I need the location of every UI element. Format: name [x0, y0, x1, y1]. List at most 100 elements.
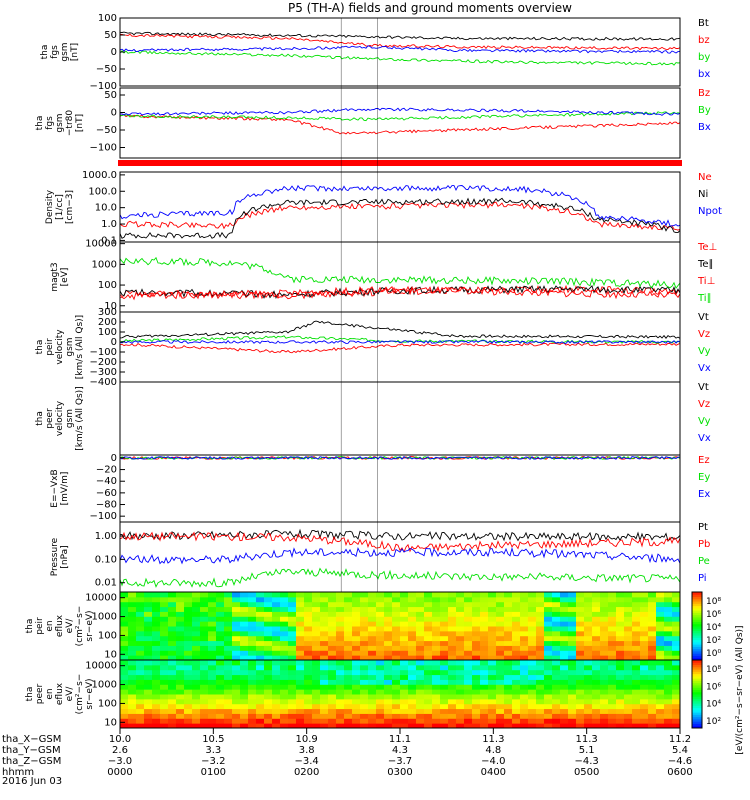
heatmap-cell — [592, 703, 601, 710]
heatmap-cell — [168, 684, 177, 690]
heatmap-cell — [232, 611, 241, 617]
heatmap-cell — [504, 679, 513, 685]
heatmap-cell — [640, 679, 649, 685]
heatmap-cell — [424, 630, 433, 637]
heatmap-cell — [192, 718, 201, 724]
y-axis-label: [nT] — [70, 43, 80, 61]
heatmap-cell — [568, 635, 577, 642]
heatmap-cell — [608, 635, 617, 642]
heatmap-cell — [336, 596, 345, 603]
heatmap-cell — [408, 698, 417, 705]
heatmap-cell — [440, 596, 449, 603]
heatmap-cell — [176, 596, 185, 603]
heatmap-cell — [336, 698, 345, 705]
heatmap-cell — [200, 616, 209, 622]
heatmap-cell — [368, 596, 377, 603]
heatmap-cell — [344, 601, 353, 608]
heatmap-cell — [248, 635, 257, 642]
colorbar-segment — [692, 707, 702, 711]
heatmap-cell — [672, 679, 681, 685]
y-tick-label: 0.01 — [95, 578, 117, 589]
heatmap-cell — [344, 616, 353, 622]
heatmap-cell — [496, 601, 505, 608]
heatmap-cell — [552, 718, 561, 724]
heatmap-cell — [520, 703, 529, 710]
heatmap-cell — [208, 626, 217, 632]
heatmap-cell — [376, 606, 385, 612]
heatmap-cell — [672, 596, 681, 603]
heatmap-cell — [344, 679, 353, 685]
heatmap-cell — [416, 689, 425, 695]
heatmap-cell — [384, 713, 393, 719]
heatmap-cell — [416, 626, 425, 632]
heatmap-cell — [280, 684, 289, 690]
series-line-bz — [119, 33, 681, 51]
heatmap-cell — [224, 723, 233, 729]
heatmap-cell — [304, 713, 313, 719]
heatmap-cell — [672, 635, 681, 642]
heatmap-cell — [288, 694, 297, 700]
heatmap-cell — [464, 679, 473, 685]
heatmap-cell — [512, 679, 521, 685]
heatmap-cell — [568, 655, 577, 661]
heatmap-cell — [192, 630, 201, 637]
heatmap-cell — [320, 703, 329, 710]
colorbar-segment — [692, 650, 702, 654]
heatmap-cell — [192, 723, 201, 729]
heatmap-cell — [176, 679, 185, 685]
colorbar-segment — [692, 721, 702, 724]
heatmap-cell — [600, 713, 609, 719]
heatmap-cell — [536, 640, 545, 646]
heatmap-cell — [360, 660, 369, 666]
heatmap-cell — [560, 723, 569, 729]
heatmap-cell — [264, 694, 273, 700]
heatmap-cell — [544, 592, 553, 598]
heatmap-cell — [656, 664, 665, 671]
colorbar-segment — [692, 637, 702, 641]
heatmap-cell — [208, 718, 217, 724]
heatmap-cell — [536, 664, 545, 671]
heatmap-cell — [576, 606, 585, 612]
heatmap-cell — [448, 645, 457, 651]
heatmap-cell — [408, 708, 417, 714]
heatmap-cell — [256, 630, 265, 637]
heatmap-cell — [288, 616, 297, 622]
heatmap-cell — [376, 650, 385, 656]
heatmap-cell — [616, 596, 625, 603]
heatmap-cell — [400, 621, 409, 627]
heatmap-cell — [152, 592, 161, 598]
heatmap-cell — [304, 718, 313, 724]
heatmap-cell — [272, 616, 281, 622]
heatmap-cell — [256, 679, 265, 685]
heatmap-cell — [272, 592, 281, 598]
heatmap-cell — [328, 703, 337, 710]
heatmap-cell — [120, 664, 129, 671]
heatmap-cell — [304, 684, 313, 690]
heatmap-cell — [192, 616, 201, 622]
heatmap-cell — [608, 689, 617, 695]
heatmap-cell — [424, 640, 433, 646]
heatmap-cell — [248, 723, 257, 729]
heatmap-cell — [584, 655, 593, 661]
heatmap-cell — [232, 645, 241, 651]
heatmap-cell — [296, 601, 305, 608]
heatmap-cell — [256, 635, 265, 642]
heatmap-cell — [432, 698, 441, 705]
heatmap-cell — [640, 698, 649, 705]
heatmap-cell — [576, 689, 585, 695]
y-axis-label: [cm−3] — [65, 190, 75, 224]
y-axis-label: peir — [35, 617, 45, 635]
heatmap-cell — [160, 703, 169, 710]
heatmap-cell — [352, 616, 361, 622]
heatmap-cell — [400, 601, 409, 608]
heatmap-cell — [432, 635, 441, 642]
heatmap-cell — [592, 718, 601, 724]
heatmap-cell — [472, 640, 481, 646]
colorbar-segment — [692, 655, 702, 659]
heatmap-cell — [528, 650, 537, 656]
heatmap-cell — [424, 679, 433, 685]
heatmap-cell — [616, 626, 625, 632]
heatmap-cell — [200, 601, 209, 608]
heatmap-cell — [384, 698, 393, 705]
legend-Ti⊥: Ti⊥ — [697, 276, 715, 287]
